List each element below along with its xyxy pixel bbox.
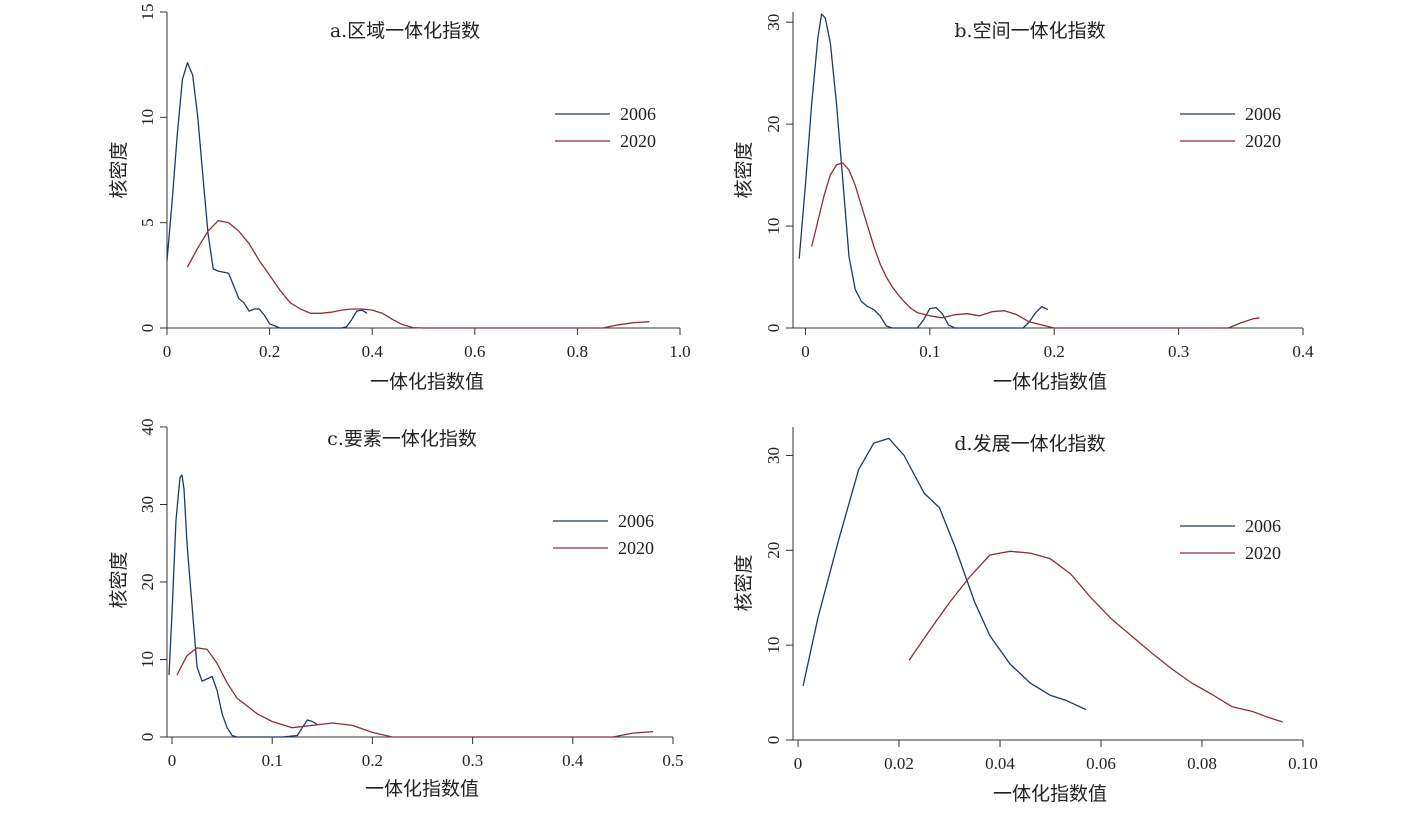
x-tick-label: 0	[794, 754, 803, 773]
x-tick-label: 1.0	[669, 342, 690, 361]
x-tick-label: 0.04	[985, 754, 1015, 773]
legend-label-2020: 2020	[1245, 131, 1281, 151]
legend-label-2020: 2020	[1245, 543, 1281, 563]
y-tick-label: 15	[138, 4, 157, 21]
panel-a: 0 5 10 15 0 0.2 0.4 0.6 0.8 1.0 a.区域一体化指数核密度一体化指数值…	[108, 4, 691, 394]
legend-label-2020: 2020	[618, 538, 654, 558]
x-tick-label: 0.10	[1288, 754, 1318, 773]
y-tick-label: 30	[764, 14, 783, 31]
panel-title: b.空间一体化指数	[954, 20, 1105, 42]
legend-label-2006: 2006	[1245, 104, 1281, 124]
y-axis-title: 核密度	[733, 554, 755, 611]
x-tick-label: 0.4	[562, 751, 584, 770]
x-tick-label: 0.02	[884, 754, 914, 773]
series-line-2020	[186, 219, 650, 329]
x-axis-title: 一体化指数值	[365, 778, 479, 800]
x-tick-label: 0	[163, 342, 172, 361]
x-tick-label: 0.4	[362, 342, 384, 361]
x-tick-label: 0.2	[259, 342, 280, 361]
y-tick-label: 10	[764, 637, 783, 654]
x-tick-label: 0.3	[1168, 342, 1189, 361]
x-tick-label: 0.06	[1086, 754, 1116, 773]
series-line-2020	[176, 647, 654, 738]
x-axis-title: 一体化指数值	[370, 371, 484, 393]
x-tick-label: 0.2	[362, 751, 383, 770]
series-line-2006	[166, 61, 368, 329]
series-line-2006	[802, 437, 1087, 711]
x-tick-label: 0.3	[462, 751, 483, 770]
y-tick-label: 0	[138, 324, 157, 333]
y-tick-label: 5	[138, 218, 157, 227]
y-axis-title: 核密度	[733, 141, 755, 198]
series-line-2006	[168, 474, 318, 738]
x-tick-label: 0.1	[262, 751, 283, 770]
y-tick-label: 0	[764, 736, 783, 745]
y-tick-label: 0	[764, 324, 783, 333]
x-tick-label: 0.5	[662, 751, 683, 770]
y-tick-label: 30	[138, 496, 157, 513]
x-tick-label: 0.8	[567, 342, 588, 361]
legend-label-2020: 2020	[620, 131, 656, 151]
y-tick-label: 20	[764, 116, 783, 133]
y-tick-label: 10	[138, 651, 157, 668]
y-tick-label: 10	[138, 109, 157, 126]
panel-title: a.区域一体化指数	[330, 20, 480, 42]
y-tick-label: 40	[138, 419, 157, 436]
x-tick-label: 0.4	[1292, 342, 1314, 361]
x-tick-label: 0	[801, 342, 810, 361]
panel-c: 0 10 20 30 40 0 0.1 0.2 0.3 0.4 0.5 c.要素一体化指数核密度一体化…	[108, 419, 684, 801]
panel-title: d.发展一体化指数	[954, 433, 1105, 455]
legend-label-2006: 2006	[618, 511, 654, 531]
y-tick-label: 20	[138, 574, 157, 591]
y-axis-title: 核密度	[108, 551, 130, 608]
y-tick-label: 0	[138, 733, 157, 742]
y-axis-title: 核密度	[108, 141, 130, 198]
y-tick-label: 10	[764, 218, 783, 235]
x-axis-title: 一体化指数值	[993, 371, 1107, 393]
x-tick-label: 0.08	[1187, 754, 1217, 773]
y-tick-label: 30	[764, 447, 783, 464]
x-tick-label: 0.1	[919, 342, 940, 361]
series-line-2020	[811, 162, 1260, 329]
legend-label-2006: 2006	[620, 104, 656, 124]
series-line-2006	[798, 13, 1049, 329]
y-tick-label: 20	[764, 542, 783, 559]
series-line-2020	[908, 550, 1283, 723]
x-tick-label: 0.6	[464, 342, 485, 361]
x-tick-label: 0.2	[1044, 342, 1065, 361]
x-tick-label: 0	[168, 751, 177, 770]
x-axis-title: 一体化指数值	[993, 783, 1107, 805]
legend-label-2006: 2006	[1245, 516, 1281, 536]
panel-d: 0 10 20 30 0 0.02 0.04 0.06 0.08 0.10 d.发展一体化指数核密度…	[733, 427, 1318, 805]
panel-title: c.要素一体化指数	[327, 428, 477, 450]
